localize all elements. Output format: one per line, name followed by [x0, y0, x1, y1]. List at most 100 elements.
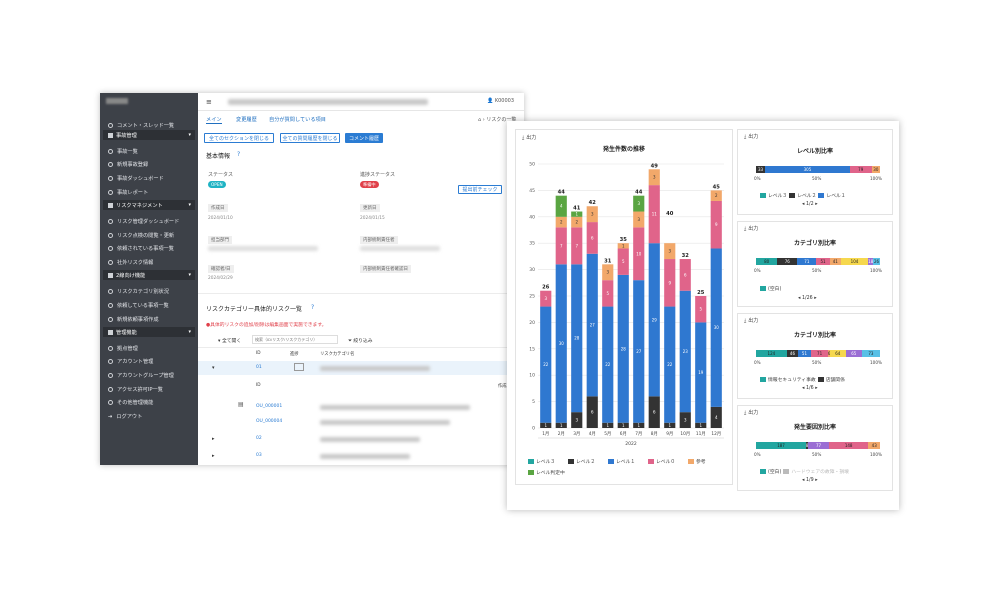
export-button[interactable]: ⤓ 出力 [744, 317, 758, 325]
legend-item[interactable]: レベル３ [528, 458, 555, 465]
chevron-down-icon: ▾ [188, 329, 191, 335]
row-toggle-icon[interactable]: ▸ [212, 453, 215, 459]
close-all-sections-button[interactable]: 全てのセクションを閉じる [204, 133, 274, 143]
bar-segment [602, 306, 614, 423]
help-icon[interactable]: ? [237, 151, 241, 158]
sidebar-section[interactable]: リスクマネジメント ▾ [103, 200, 195, 210]
user-badge[interactable]: 👤 K00003 [486, 98, 514, 104]
sidebar-item[interactable]: リスク管理ダッシュボード [108, 218, 179, 225]
legend-flag-icon [760, 377, 766, 382]
sidebar-item[interactable]: 事故ダッシュボード [108, 175, 164, 182]
expand-all-button[interactable]: ▾ 全て開く [218, 339, 242, 344]
x-tick-label: 2月 [558, 431, 565, 437]
sidebar-item[interactable]: コメント・スレッド一覧 [108, 122, 174, 129]
sidebar-item[interactable]: アクセス許可IP一覧 [108, 386, 163, 393]
bar-segment [710, 248, 722, 407]
sidebar-section[interactable]: 管理機能 ▾ [103, 327, 195, 337]
pager[interactable]: ◂ 1/2 ▸ [802, 202, 818, 207]
x-tick-label: 4月 [589, 431, 596, 437]
row-id-link[interactable]: 03 [256, 453, 262, 458]
legend-flag-icon [608, 459, 614, 464]
report-status-badge: 準備中 [360, 181, 379, 188]
subcategory-ratio-title: カテゴリ別比率 [793, 332, 836, 339]
row-toggle-icon[interactable]: ▸ [212, 436, 215, 442]
legend-label: レベル２ [576, 460, 596, 465]
ratio-segment: 148 [828, 442, 869, 449]
tab-my-questions[interactable]: 自分が質問している項目 [269, 117, 326, 123]
sub-row-id-link[interactable]: OU_000004 [256, 419, 283, 424]
top-bar: ≡ 👤 K00003 [198, 93, 524, 111]
sidebar-section-label: リスクマネジメント [116, 202, 163, 209]
legend-item[interactable]: レベル１ [608, 458, 635, 465]
sidebar-item[interactable]: 拠点管理 [108, 345, 138, 352]
sidebar-item[interactable]: 事故レポート [108, 189, 148, 196]
sidebar-item[interactable]: アカウント管理 [108, 358, 153, 365]
sidebar-item-label: 社外リスク情報 [117, 260, 154, 266]
export-button[interactable]: ⤓ 出力 [522, 134, 536, 142]
segment-value: 76 [784, 259, 790, 264]
export-label: 出力 [748, 410, 759, 416]
segment-value: 79 [858, 167, 864, 172]
sidebar-item[interactable]: 新規事故登録 [108, 161, 148, 168]
ratio-segment: 30 [871, 166, 880, 173]
filter-button[interactable]: ⏷ 絞り込み [348, 339, 373, 344]
expand-all-label: 全て開く [221, 339, 242, 344]
legend-item[interactable]: 参考 [688, 458, 706, 465]
legend-item[interactable]: レベル判定中 [528, 469, 565, 476]
tab-history[interactable]: 変更履歴 [236, 117, 257, 123]
y-tick-label: 45 [529, 188, 535, 194]
sidebar-item[interactable]: 依頼されている事項一覧 [108, 245, 174, 252]
pager[interactable]: ◂ 1/6 ▸ [802, 386, 818, 391]
progress-icon [294, 363, 304, 371]
sidebar-item[interactable]: 事故一覧 [108, 148, 138, 155]
sidebar-item[interactable]: リスク点検の閲覧・更新 [108, 232, 174, 239]
submit-check-button[interactable]: 提出前チェック [458, 185, 502, 194]
segment-value: 30 [873, 167, 879, 172]
sidebar-item[interactable]: 依頼している事項一覧 [108, 302, 169, 309]
department-label: 担当部門 [208, 236, 232, 244]
bar-value-label: 2 [575, 220, 578, 225]
row-id-link[interactable]: 02 [256, 436, 262, 441]
pager[interactable]: ◂ 1/9 ▸ [802, 478, 818, 483]
logout-link[interactable]: ⇥ ログアウト [108, 413, 142, 421]
y-tick-label: 15 [529, 346, 535, 352]
pager-label: 1/26 [801, 296, 813, 301]
bar-total-label: 31 [604, 258, 612, 264]
comment-history-button[interactable]: コメント履歴 [345, 133, 383, 143]
hamburger-menu-icon[interactable]: ≡ [206, 98, 212, 106]
legend-item[interactable]: レベル２ [568, 458, 595, 465]
y-tick-label: 30 [529, 267, 535, 273]
x-tick-label: 5月 [604, 431, 611, 437]
export-button[interactable]: ⤓ 出力 [744, 133, 758, 141]
comment-icon[interactable]: ▤ [238, 401, 244, 408]
bar-value-label: 27 [636, 349, 642, 354]
bar-segment [586, 253, 598, 397]
bar-total-label: 26 [542, 285, 550, 291]
row-id-link[interactable]: 01 [256, 365, 262, 370]
x-tick-label: 1月 [542, 431, 549, 437]
sidebar-item[interactable]: リスクカテゴリ別状況 [108, 288, 169, 295]
sidebar-item[interactable]: 新規依頼事項作成 [108, 316, 159, 323]
sidebar-item[interactable]: アカウントグループ管理 [108, 372, 174, 379]
risk-list-help-icon[interactable]: ? [311, 304, 315, 311]
sub-row-id-link[interactable]: OU_000001 [256, 404, 283, 409]
risk-search-input[interactable] [252, 335, 338, 344]
x-tick-label: 7月 [635, 431, 642, 437]
bar-segment [555, 227, 567, 265]
sidebar-section[interactable]: 2線向け機能 ▾ [103, 270, 195, 280]
ratio-segment: 71 [797, 258, 817, 265]
pager[interactable]: ◂ 1/26 ▸ [798, 296, 817, 301]
close-all-history-button[interactable]: 全ての質問履歴を閉じる [280, 133, 340, 143]
export-button[interactable]: ⤓ 出力 [744, 409, 759, 417]
sidebar-item[interactable]: 社外リスク情報 [108, 259, 153, 266]
row-toggle-icon[interactable]: ▾ [212, 365, 215, 371]
export-button[interactable]: ⤓ 出力 [744, 225, 758, 233]
circle-icon [108, 219, 113, 224]
home-icon[interactable]: ⌂ [478, 117, 482, 123]
sidebar-item-label: 新規事故登録 [117, 162, 149, 168]
sidebar-item[interactable]: その他管理機能 [108, 399, 153, 406]
ratio-segment: 26 [873, 258, 880, 265]
legend-item[interactable]: レベル０ [648, 458, 675, 465]
sidebar-section[interactable]: 事故管理 ▾ [103, 130, 195, 140]
tab-main[interactable]: メイン [206, 117, 222, 124]
